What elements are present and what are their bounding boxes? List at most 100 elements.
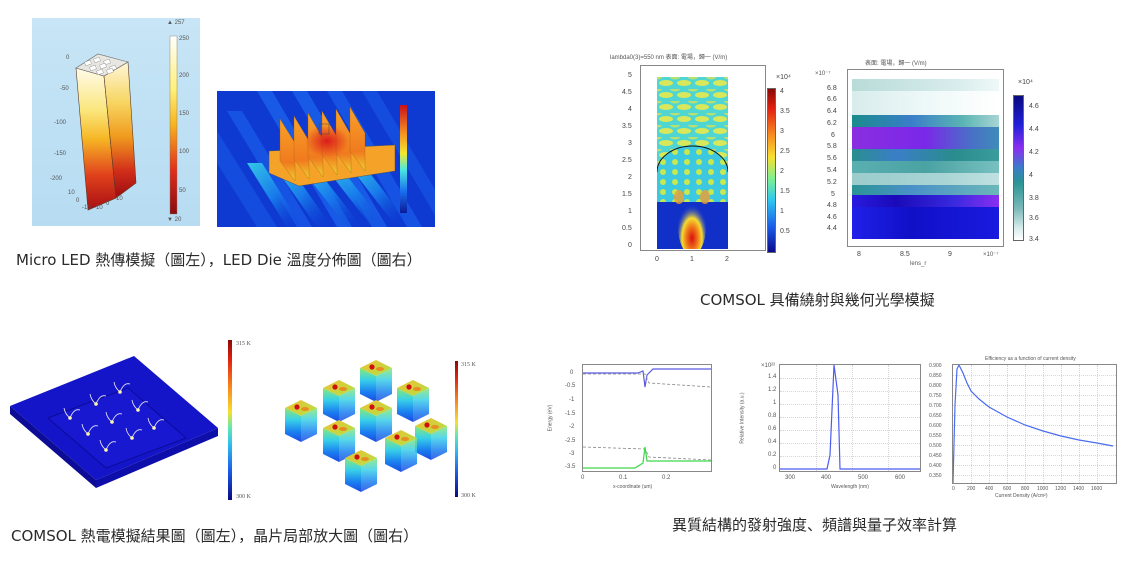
y-tick: 0 xyxy=(628,242,632,249)
y-tick: 6.6 xyxy=(827,96,837,103)
x-axis-label: Current Density (A/cm²) xyxy=(995,493,1048,499)
efficiency-axes xyxy=(952,364,1117,484)
colorbar-max-marker: ▲ 257 xyxy=(167,20,185,26)
colorbar-tick: 250 xyxy=(179,36,190,42)
colorbar-min-label: 300 K xyxy=(236,494,251,500)
x-tick: 0.1 xyxy=(619,475,628,481)
y-tick: 4.6 xyxy=(827,214,837,221)
thermo-right-colorbar xyxy=(455,361,458,497)
x-tick: 8.5 xyxy=(900,251,910,258)
led-pillar-3d-render xyxy=(75,35,178,215)
thermoelectric-caption: COMSOL 熱電模擬結果圖（圖左），晶片局部放大圖（圖右） xyxy=(11,527,419,545)
y-tick: -2.5 xyxy=(565,438,576,444)
base-tick: -10 xyxy=(94,205,103,211)
y-tick: -2 xyxy=(569,424,575,430)
x-tick: 1200 xyxy=(1055,486,1067,492)
colorbar-exponent: ×10⁴ xyxy=(1018,79,1033,86)
y-tick: 5.2 xyxy=(827,179,837,186)
y-exponent: ×10⁻⁷ xyxy=(815,71,831,77)
colorbar-tick: 4 xyxy=(1029,172,1033,179)
y-tick: 0.600 xyxy=(929,423,942,429)
axis-tick: -150 xyxy=(54,151,67,157)
y-tick: -1.5 xyxy=(565,411,576,417)
colorbar-max-label: 315 K xyxy=(236,341,251,347)
colorbar-tick: 2 xyxy=(780,168,784,175)
efficiency-chart: Efficiency as a function of current dens… xyxy=(925,355,1125,500)
thermoelectric-figure-left xyxy=(8,338,223,488)
y-tick: 3 xyxy=(628,140,632,147)
colorbar-min-marker: ▼ 20 xyxy=(167,217,182,223)
colorbar-tick: 2.5 xyxy=(780,148,790,155)
thermo-left-colorbar xyxy=(228,340,232,500)
axis-tick: -200 xyxy=(50,176,63,182)
x-tick: 1400 xyxy=(1073,486,1085,492)
y-tick: 0.900 xyxy=(929,363,942,369)
sweep-plot-title: 表面: 電場，歸一 (V/m) xyxy=(865,61,927,67)
colorbar-tick: 100 xyxy=(179,149,190,155)
base-tick: -10 xyxy=(82,205,91,211)
y-tick: 6 xyxy=(831,132,835,139)
y-tick: 5.8 xyxy=(827,143,837,150)
y-tick: 0.700 xyxy=(929,403,942,409)
x-tick: 300 xyxy=(785,475,796,481)
y-tick: 1.4 xyxy=(768,374,777,380)
x-tick: 0.2 xyxy=(662,475,671,481)
colorbar-tick: 3 xyxy=(780,128,784,135)
y-tick: 2.5 xyxy=(622,157,632,164)
y-tick: 6.4 xyxy=(827,108,837,115)
sweep-heatmap xyxy=(852,79,999,239)
x-axis-label: x-coordinate (um) xyxy=(613,484,653,490)
x-tick: 600 xyxy=(895,475,906,481)
colorbar-tick: 150 xyxy=(179,111,190,117)
y-tick: -0.5 xyxy=(565,383,576,389)
colorbar-min-label: 300 K xyxy=(461,493,476,499)
base-tick: 10 xyxy=(116,196,123,202)
y-tick: 1 xyxy=(773,400,777,406)
y-tick: 0.750 xyxy=(929,393,942,399)
spectrum-line xyxy=(780,365,920,470)
y-axis-label: Relative Intensity (a.u.) xyxy=(739,392,746,444)
y-tick: 4.4 xyxy=(827,225,837,232)
x-tick: 400 xyxy=(985,486,994,492)
colorbar-tick: 4.2 xyxy=(1029,149,1039,156)
y-tick: 6.2 xyxy=(827,120,837,127)
axis-tick: 0 xyxy=(66,55,70,61)
axis-tick: -50 xyxy=(60,86,69,92)
y-tick: 2 xyxy=(628,174,632,181)
micro-led-caption: Micro LED 熱傳模擬（圖左），LED Die 溫度分佈圖（圖右） xyxy=(16,251,422,269)
y-tick: 0 xyxy=(773,465,777,471)
y-tick: 0.2 xyxy=(768,452,777,458)
micro-led-figure-left: ▲ 257 250 200 150 100 50 ▼ 20 0 -50 -100… xyxy=(32,18,200,226)
band-diagram-axes xyxy=(582,364,712,472)
efficiency-chart-title: Efficiency as a function of current dens… xyxy=(985,356,1076,362)
colorbar-tick: 4.6 xyxy=(1029,103,1039,110)
y-tick: 0.350 xyxy=(929,473,942,479)
y-tick: 0.500 xyxy=(929,443,942,449)
y-axis-label: Energy (eV) xyxy=(547,404,554,432)
x-tick: 8 xyxy=(857,251,861,258)
y-tick: 0.450 xyxy=(929,453,942,459)
chip-detail-figure xyxy=(275,360,450,505)
x-tick: 800 xyxy=(1021,486,1030,492)
colorbar-tick: 3.6 xyxy=(1029,215,1039,222)
field-colorbar xyxy=(767,88,776,253)
y-tick: 0.850 xyxy=(929,373,942,379)
x-tick: 0 xyxy=(581,475,585,481)
y-tick: 0.800 xyxy=(929,383,942,389)
y-tick: 0.6 xyxy=(768,426,777,432)
colorbar-tick: 50 xyxy=(179,188,186,194)
x-tick: 9 xyxy=(948,251,952,258)
field-plot: lambda0(3)=550 nm 表面: 電場，歸一 (V/m) xyxy=(600,50,800,275)
x-tick: 1000 xyxy=(1037,486,1049,492)
spectrum-axes xyxy=(779,364,921,472)
field-plot-title: lambda0(3)=550 nm 表面: 電場，歸一 (V/m) xyxy=(610,55,728,61)
y-tick: 5 xyxy=(628,72,632,79)
y-tick: -3 xyxy=(569,451,575,457)
field-intensity-map xyxy=(657,77,728,249)
y-tick: 5.4 xyxy=(827,167,837,174)
colorbar-tick: 4.4 xyxy=(1029,126,1039,133)
y-tick: 5.6 xyxy=(827,155,837,162)
colorbar-max-label: 315 K xyxy=(461,362,476,368)
y-tick: 1.2 xyxy=(768,387,777,393)
x-tick: 500 xyxy=(858,475,869,481)
